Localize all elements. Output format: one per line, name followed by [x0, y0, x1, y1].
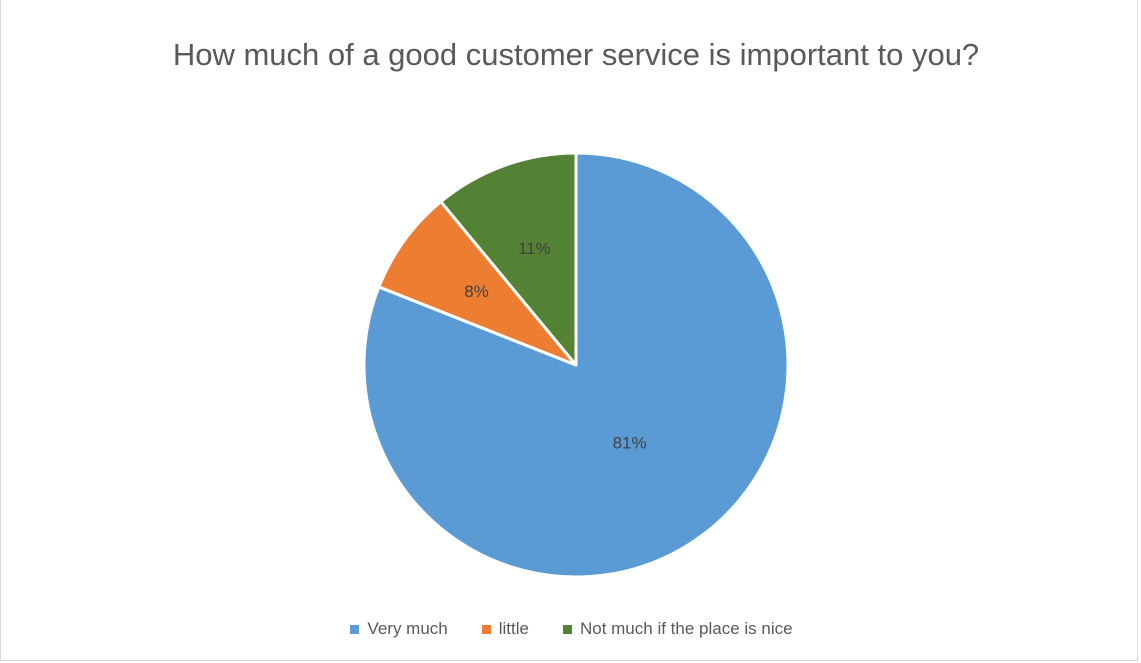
legend-swatch-very-much [350, 624, 360, 634]
legend-item-little: little [481, 619, 529, 639]
chart-title: How much of a good customer service is i… [172, 37, 980, 72]
pie-label-not-much: 11% [518, 239, 551, 258]
pie-slices [362, 151, 790, 579]
legend-item-not-much: Not much if the place is nice [562, 619, 793, 639]
legend: Very much little Not much if the place i… [1, 619, 1141, 639]
legend-label-little: little [498, 619, 529, 638]
legend-label-very-much: Very much [367, 619, 448, 638]
pie-label-very-much: 81% [613, 433, 647, 452]
pie-slice-not-much [439, 151, 578, 367]
legend-swatch-not-much [562, 624, 572, 634]
pie-label-little: 8% [464, 282, 489, 301]
legend-label-not-much: Not much if the place is nice [579, 619, 793, 638]
legend-item-very-much: Very much [350, 619, 448, 639]
legend-swatch-little [481, 624, 491, 634]
pie-slice-little [377, 200, 578, 367]
pie-labels: 81% 8% 11% [464, 239, 646, 453]
